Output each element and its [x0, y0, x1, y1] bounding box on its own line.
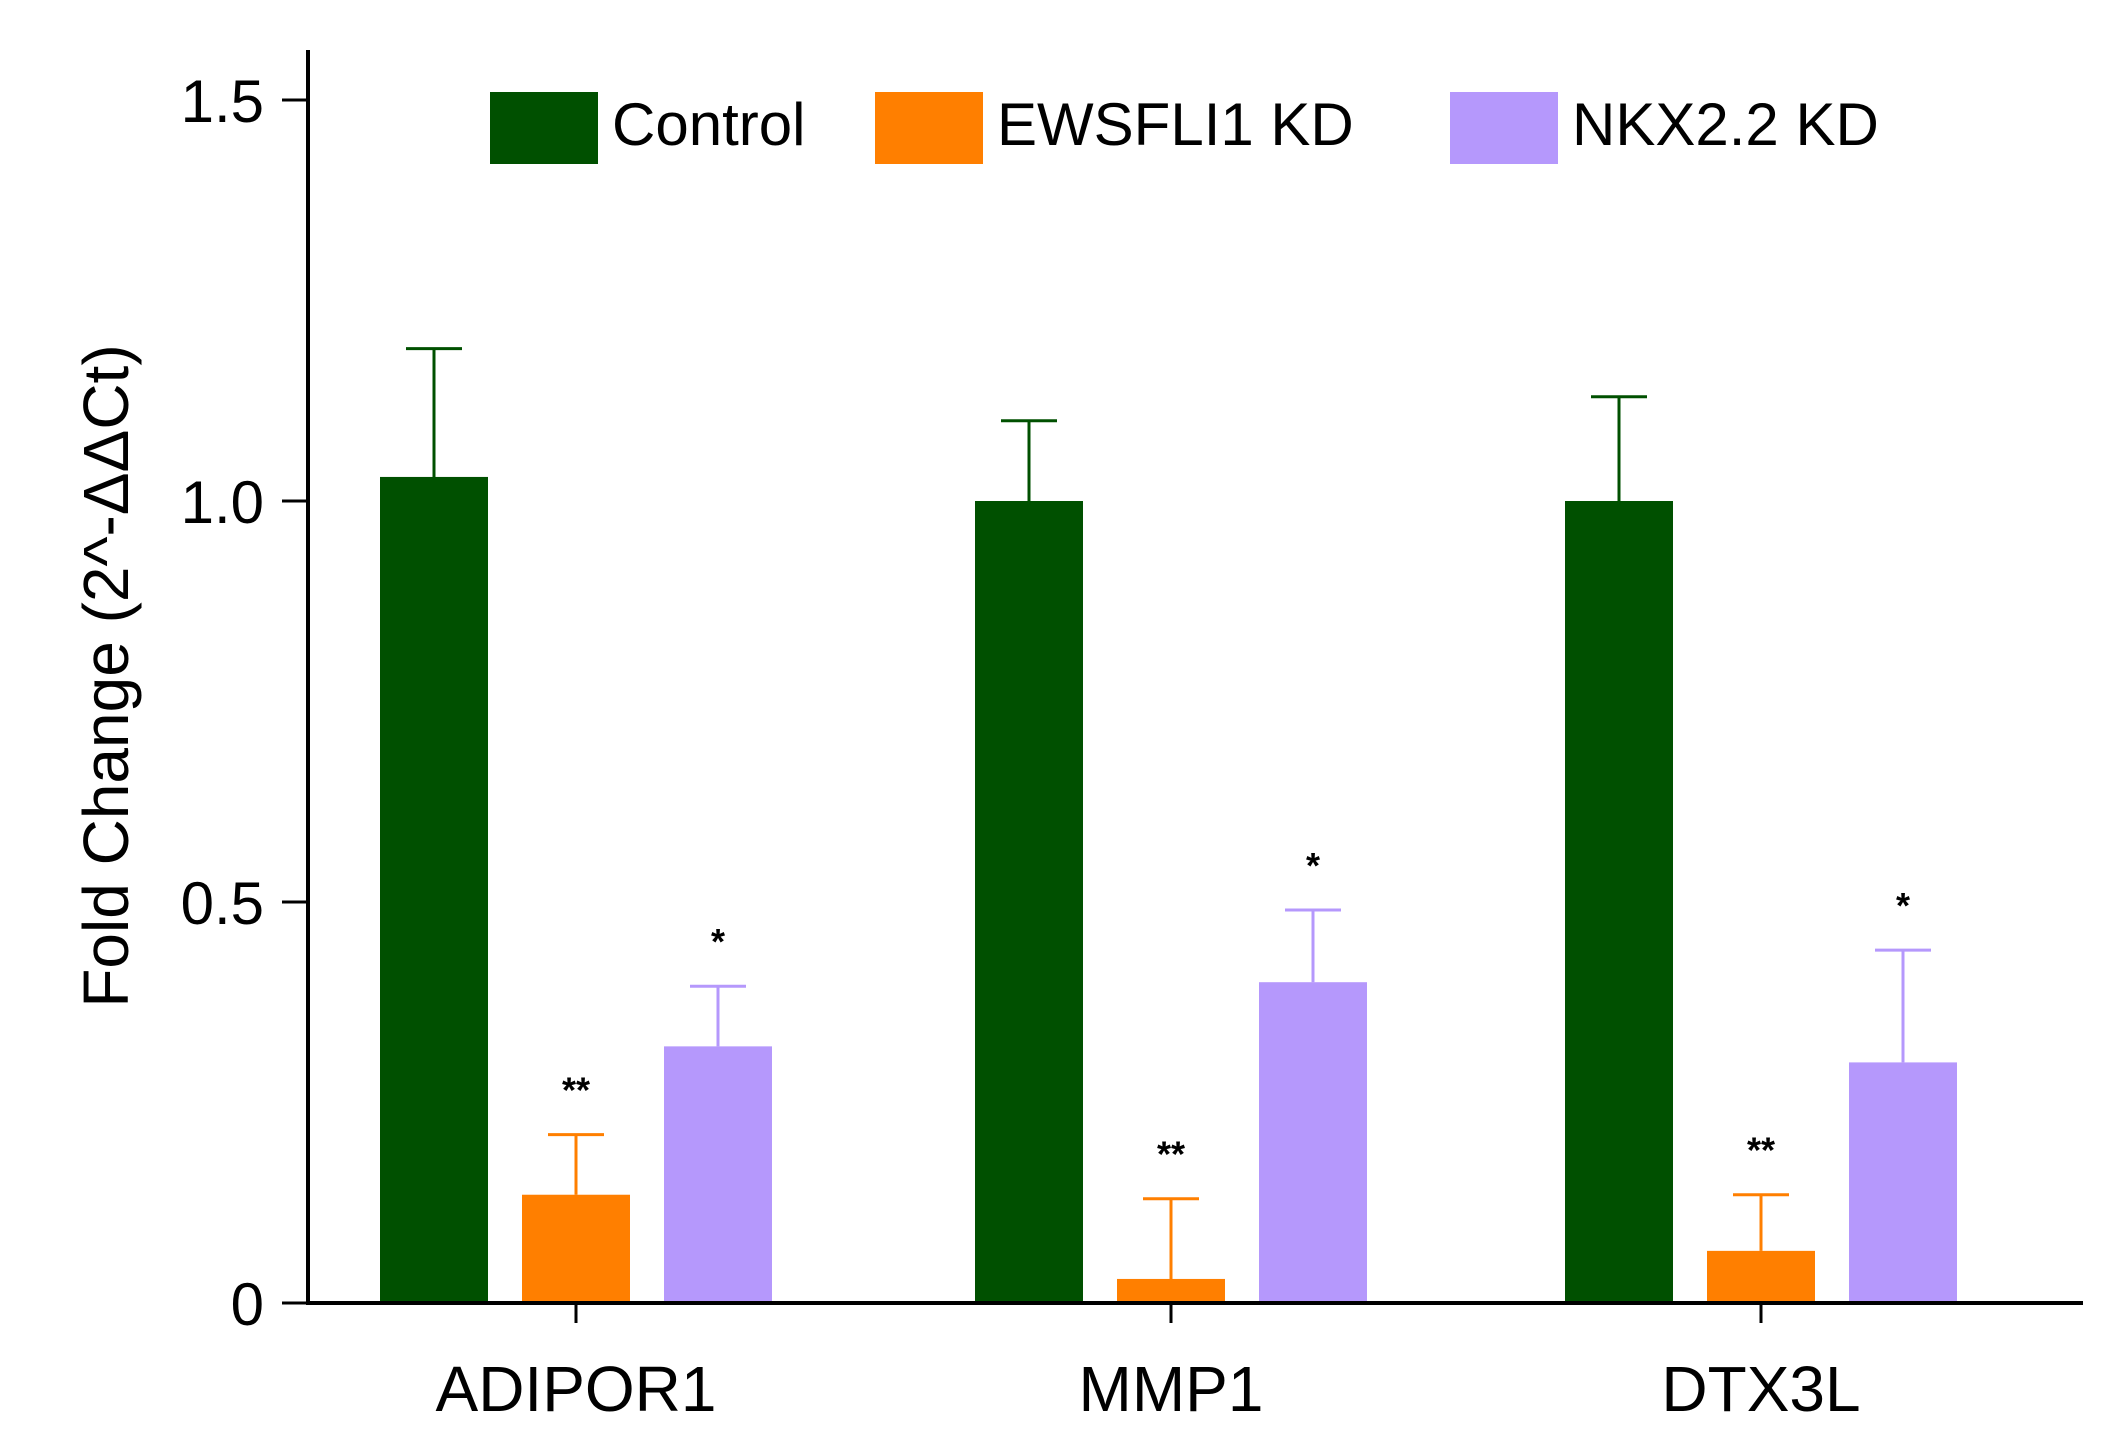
- bars-group: [380, 476, 1957, 1303]
- y-tick-label: 1.5: [181, 68, 264, 135]
- significance-marker: *: [711, 921, 725, 962]
- legend-label: EWSFLI1 KD: [997, 91, 1354, 158]
- significance-marker: **: [562, 1070, 590, 1111]
- significance-marker: **: [1747, 1130, 1775, 1171]
- significance-marker: *: [1306, 845, 1320, 886]
- y-ticks: 0 0.5 1.0 1.5: [181, 68, 308, 1338]
- y-axis-label: Fold Change (2^-ΔΔCt): [70, 344, 142, 1007]
- bar-nkx2-2-kd-mmp1: [1259, 982, 1367, 1303]
- bar-ewsfli1-kd-dtx3l: [1707, 1250, 1815, 1303]
- bar-ewsfli1-kd-mmp1: [1117, 1278, 1225, 1303]
- y-tick-label: 1.0: [181, 469, 264, 536]
- x-ticks: ADIPOR1 MMP1 DTX3L: [436, 1303, 1861, 1425]
- bar-control-mmp1: [975, 501, 1083, 1303]
- legend-swatch-ewsfli1-kd: [875, 92, 983, 164]
- bar-nkx2-2-kd-dtx3l: [1849, 1062, 1957, 1303]
- x-tick-label-dtx3l: DTX3L: [1661, 1353, 1860, 1425]
- bar-control-adipor1: [380, 476, 488, 1303]
- legend-swatch-control: [490, 92, 598, 164]
- y-tick-label: 0.5: [181, 870, 264, 937]
- bar-ewsfli1-kd-adipor1: [522, 1194, 630, 1303]
- error-bars-group: [406, 347, 1931, 1279]
- bar-nkx2-2-kd-adipor1: [664, 1046, 772, 1303]
- legend-label: NKX2.2 KD: [1572, 91, 1879, 158]
- significance-marker: *: [1896, 885, 1910, 926]
- bar-control-dtx3l: [1565, 501, 1673, 1303]
- y-tick-label: 0: [231, 1271, 264, 1338]
- significance-markers: **** *****: [562, 845, 1910, 1175]
- x-tick-label-mmp1: MMP1: [1079, 1353, 1264, 1425]
- x-tick-label-adipor1: ADIPOR1: [436, 1353, 717, 1425]
- legend: Control EWSFLI1 KD NKX2.2 KD: [490, 91, 1879, 164]
- legend-swatch-nkx2-2-kd: [1450, 92, 1558, 164]
- legend-label: Control: [612, 91, 805, 158]
- significance-marker: **: [1157, 1134, 1185, 1175]
